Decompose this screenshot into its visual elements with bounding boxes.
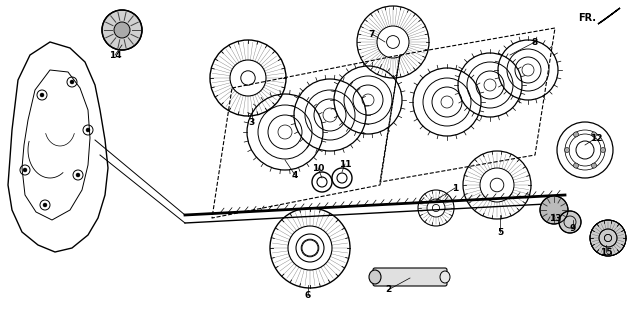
Text: 11: 11 [339,159,351,169]
Text: 12: 12 [590,133,602,142]
Circle shape [565,148,570,153]
Text: 2: 2 [385,285,391,294]
Text: 10: 10 [312,164,324,172]
Circle shape [43,203,47,207]
Circle shape [591,132,596,137]
Circle shape [559,211,581,233]
Text: 15: 15 [599,247,612,257]
FancyBboxPatch shape [373,268,447,286]
Circle shape [540,196,568,224]
Text: 3: 3 [249,117,255,126]
Circle shape [574,132,579,137]
Ellipse shape [369,270,381,284]
Circle shape [590,220,626,256]
Text: 6: 6 [305,291,311,300]
Ellipse shape [440,271,450,283]
Text: 14: 14 [109,51,121,60]
Circle shape [574,163,579,168]
Text: 7: 7 [369,29,375,38]
Circle shape [40,93,44,97]
Text: 8: 8 [532,37,538,46]
Text: 5: 5 [497,228,503,236]
Circle shape [23,168,27,172]
Circle shape [76,173,80,177]
Circle shape [114,22,130,38]
Circle shape [601,148,606,153]
Text: 4: 4 [292,171,298,180]
Text: 1: 1 [452,183,458,193]
Text: 13: 13 [549,213,561,222]
Text: 9: 9 [570,223,576,233]
Circle shape [591,163,596,168]
Text: FR.: FR. [578,13,596,23]
Circle shape [86,128,90,132]
Circle shape [102,10,142,50]
Circle shape [70,80,74,84]
Polygon shape [598,8,620,24]
